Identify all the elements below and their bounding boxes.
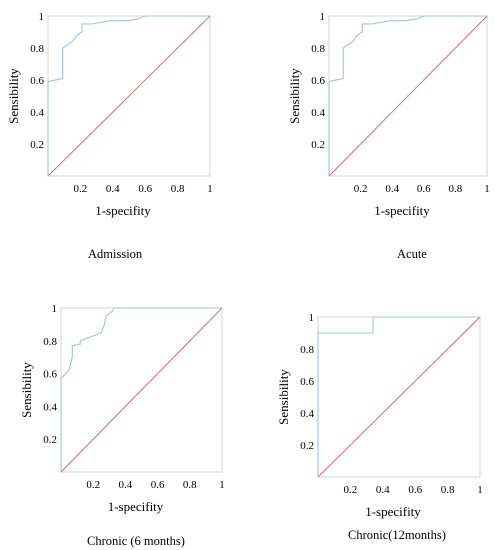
- roc-curve-line: [47, 15, 210, 176]
- roc-chart-chronic-12-months: 0.2 0.4 0.6 0.8 1 0.2 0.4 0.6 0.8 1 1-specifity Sen…: [276, 312, 483, 519]
- x-tick-label: 1: [484, 183, 490, 195]
- y-tick-label: 0.6: [300, 376, 314, 388]
- x-tick-label: 1: [477, 484, 483, 496]
- y-tick-label: 0.8: [311, 43, 325, 55]
- y-tick-label: 0.8: [30, 43, 44, 55]
- x-tick-label: 0.6: [417, 183, 431, 195]
- y-tick-label: 0.4: [30, 107, 44, 119]
- caption-admission: Admission: [88, 247, 143, 261]
- y-tick-label: 0.4: [311, 107, 325, 119]
- roc-chart-acute: 0.2 0.4 0.6 0.8 1 0.2 0.4 0.6 0.8 1 1-specifity Sen…: [287, 11, 490, 218]
- roc-curve-line: [317, 316, 480, 477]
- y-tick-label: 0.8: [43, 336, 57, 348]
- roc-curve-line: [60, 307, 222, 472]
- y-tick-label: 0.2: [30, 139, 44, 151]
- chart-panel-acute: 0.2 0.4 0.6 0.8 1 0.2 0.4 0.6 0.8 1 1-specifity Sen…: [270, 0, 495, 240]
- y-tick-label: 0.2: [43, 434, 57, 446]
- x-tick-label: 0.8: [183, 479, 197, 491]
- caption-chronic-6-months: Chronic (6 months): [87, 534, 185, 548]
- y-tick-label: 0.6: [311, 75, 325, 87]
- x-tick-label: 0.6: [138, 183, 152, 195]
- y-tick-label: 1: [320, 11, 326, 23]
- chart-panel-admission: 0.2 0.4 0.6 0.8 1 0.2 0.4 0.6 0.8 1 1-specifity Sen…: [0, 0, 240, 240]
- roc-chart-chronic-6-months: 0.2 0.4 0.6 0.8 1 0.2 0.4 0.6 0.8 1 1-specifity Sen…: [19, 303, 225, 514]
- x-axis-label: 1-specifity: [95, 203, 151, 218]
- y-axis-label: Sensibility: [19, 362, 34, 418]
- y-tick-label: 1: [52, 303, 58, 315]
- x-tick-label: 0.2: [354, 183, 368, 195]
- y-tick-label: 0.2: [311, 139, 325, 151]
- reference-diagonal-line: [47, 15, 211, 177]
- y-tick-label: 0.4: [43, 401, 57, 413]
- x-tick-label: 1: [219, 479, 225, 491]
- x-tick-label: 0.2: [74, 183, 88, 195]
- chart-panel-chronic-6-months: 0.2 0.4 0.6 0.8 1 0.2 0.4 0.6 0.8 1 1-specifity Sen…: [0, 295, 240, 515]
- x-tick-label: 0.8: [171, 183, 185, 195]
- x-axis-label: 1-specifity: [108, 499, 164, 514]
- y-tick-label: 1: [39, 11, 45, 23]
- y-tick-label: 0.2: [300, 440, 314, 452]
- x-tick-label: 0.6: [408, 484, 422, 496]
- x-axis-label: 1-specifity: [365, 504, 421, 519]
- y-axis-label: Sensibility: [276, 369, 291, 425]
- x-tick-label: 0.4: [106, 183, 120, 195]
- caption-acute: Acute: [397, 247, 427, 261]
- y-tick-label: 0.8: [300, 344, 314, 356]
- x-tick-label: 0.8: [449, 183, 463, 195]
- x-tick-label: 0.2: [344, 484, 358, 496]
- y-axis-label: Sensibility: [287, 68, 302, 124]
- reference-diagonal-line: [60, 307, 223, 473]
- y-tick-label: 0.6: [43, 369, 57, 381]
- y-tick-label: 0.6: [30, 75, 44, 87]
- x-tick-label: 0.6: [151, 479, 165, 491]
- roc-chart-admission: 0.2 0.4 0.6 0.8 1 0.2 0.4 0.6 0.8 1 1-specifity Sen…: [6, 11, 213, 218]
- x-tick-label: 0.8: [441, 484, 455, 496]
- y-axis-label: Sensibility: [6, 68, 21, 124]
- y-tick-label: 0.4: [300, 408, 314, 420]
- x-tick-label: 0.4: [385, 183, 399, 195]
- chart-panel-chronic-12-months: 0.2 0.4 0.6 0.8 1 0.2 0.4 0.6 0.8 1 1-specifity Sen…: [260, 295, 495, 519]
- y-tick-label: 1: [309, 312, 315, 324]
- x-axis-label: 1-specifity: [374, 203, 430, 218]
- roc-curve-line: [328, 15, 487, 176]
- x-tick-label: 0.4: [119, 479, 133, 491]
- caption-chronic-12-months: Chronic(12months): [348, 528, 446, 542]
- reference-diagonal-line: [317, 316, 481, 478]
- x-tick-label: 1: [207, 183, 213, 195]
- x-tick-label: 0.4: [376, 484, 390, 496]
- x-tick-label: 0.2: [86, 479, 100, 491]
- reference-diagonal-line: [328, 15, 488, 177]
